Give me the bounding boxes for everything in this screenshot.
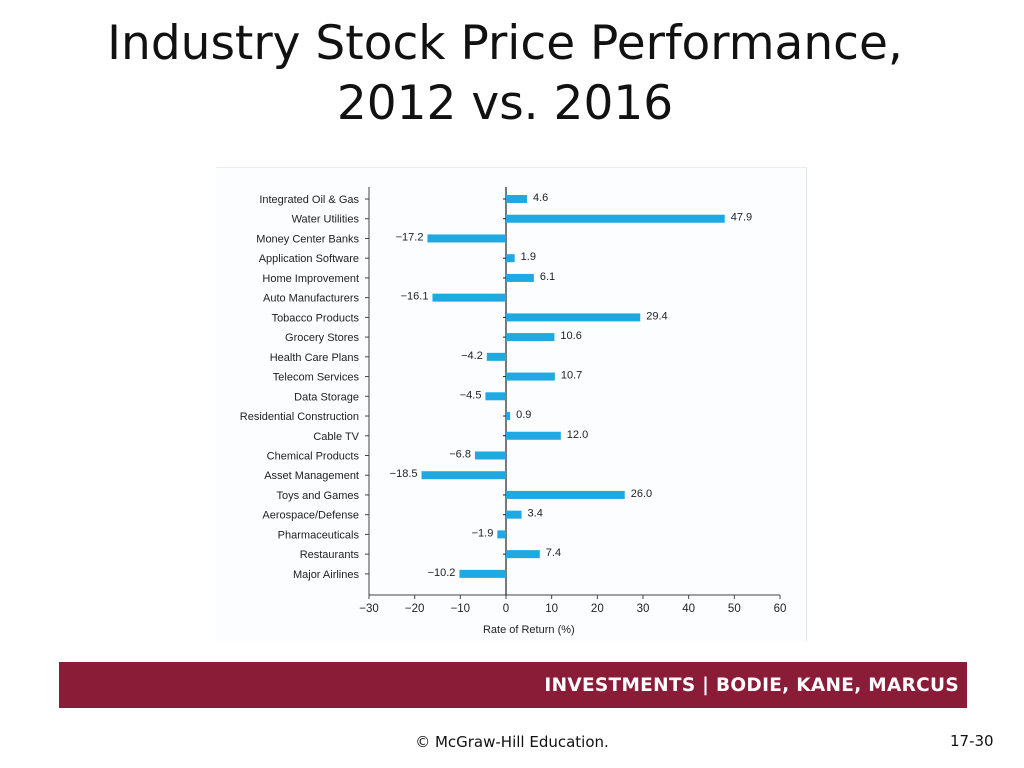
category-label: Data Storage (294, 391, 359, 403)
category-label: Home Improvement (262, 273, 359, 285)
x-tick-label: 20 (591, 603, 604, 615)
bar (486, 352, 506, 361)
value-label: −17.2 (396, 231, 424, 243)
slide-title: Industry Stock Price Performance, 2012 v… (0, 14, 1010, 134)
x-tick-label: 30 (637, 603, 650, 615)
x-tick-label: −30 (359, 603, 379, 615)
footer-banner: INVESTMENTS | BODIE, KANE, MARCUS (59, 662, 967, 708)
category-label: Aerospace/Defense (262, 510, 359, 522)
category-label: Auto Manufacturers (263, 293, 359, 305)
bar (506, 412, 511, 421)
value-label: 26.0 (631, 488, 652, 500)
bar (421, 471, 506, 480)
value-label: 12.0 (567, 429, 588, 441)
value-label: 10.7 (561, 370, 582, 382)
value-label: 10.6 (560, 330, 581, 342)
x-tick-label: 10 (545, 603, 558, 615)
category-label: Application Software (259, 253, 359, 265)
slide-title-line-1: Industry Stock Price Performance, (107, 16, 903, 71)
bar (506, 550, 540, 559)
value-label: 6.1 (540, 271, 555, 283)
category-label: Health Care Plans (270, 352, 360, 364)
copyright-notice: © McGraw-Hill Education. (415, 733, 609, 751)
value-label: 4.6 (533, 192, 548, 204)
category-label: Tobacco Products (272, 312, 360, 324)
category-label: Grocery Stores (285, 332, 359, 344)
category-label: Pharmaceuticals (278, 529, 360, 541)
bar (506, 431, 561, 440)
category-label: Telecom Services (273, 372, 360, 384)
category-label: Chemical Products (267, 450, 360, 462)
category-label: Restaurants (300, 549, 360, 561)
category-label: Major Airlines (293, 569, 360, 581)
x-tick-label: −20 (405, 603, 425, 615)
bar (506, 510, 522, 519)
bar (497, 530, 506, 539)
category-label: Toys and Games (276, 490, 359, 502)
category-label: Asset Management (264, 470, 359, 482)
bar (506, 333, 555, 342)
footer-banner-text: INVESTMENTS | BODIE, KANE, MARCUS (544, 675, 959, 696)
bar (506, 372, 555, 381)
bar (474, 451, 506, 460)
x-tick-label: −10 (451, 603, 471, 615)
bar-chart-panel: −30 −20 −10 0 10 20 30 40 50 60 Rate of Return (%)… (216, 167, 807, 641)
page-number: 17-30 (950, 732, 994, 750)
bar (432, 293, 506, 302)
bar (506, 195, 528, 203)
category-label: Residential Construction (240, 411, 359, 423)
value-label: 29.4 (646, 310, 667, 322)
value-label: −6.8 (449, 448, 471, 460)
value-label: 1.9 (521, 251, 536, 263)
value-label: −18.5 (390, 468, 418, 480)
category-label: Cable TV (313, 431, 359, 443)
value-label: −10.2 (428, 567, 456, 579)
category-label: Money Center Banks (256, 233, 359, 245)
value-label: −16.1 (401, 291, 429, 303)
bar (506, 273, 534, 282)
slide-title-line-2: 2012 vs. 2016 (336, 76, 674, 131)
value-label: 3.4 (528, 508, 543, 520)
bar (506, 214, 725, 223)
value-label: 47.9 (731, 212, 752, 224)
bar-chart: −30 −20 −10 0 10 20 30 40 50 60 Rate of Return (%)… (240, 187, 787, 636)
bar (506, 490, 625, 499)
x-tick-label: 50 (728, 603, 741, 615)
x-tick-label: 0 (503, 603, 509, 615)
x-tick-label: 40 (682, 603, 695, 615)
bar (459, 569, 506, 578)
value-label: 0.9 (516, 409, 531, 421)
category-label: Integrated Oil & Gas (259, 194, 359, 206)
bar (427, 234, 506, 243)
category-label: Water Utilities (292, 214, 360, 226)
bar (506, 254, 515, 263)
value-label: −4.2 (461, 350, 483, 362)
bar (506, 313, 641, 322)
value-label: −1.9 (472, 527, 494, 539)
value-label: 7.4 (546, 547, 561, 559)
x-axis-title: Rate of Return (%) (483, 624, 575, 636)
x-tick-label: 60 (774, 603, 787, 615)
bar (485, 392, 506, 401)
value-label: −4.5 (460, 389, 482, 401)
